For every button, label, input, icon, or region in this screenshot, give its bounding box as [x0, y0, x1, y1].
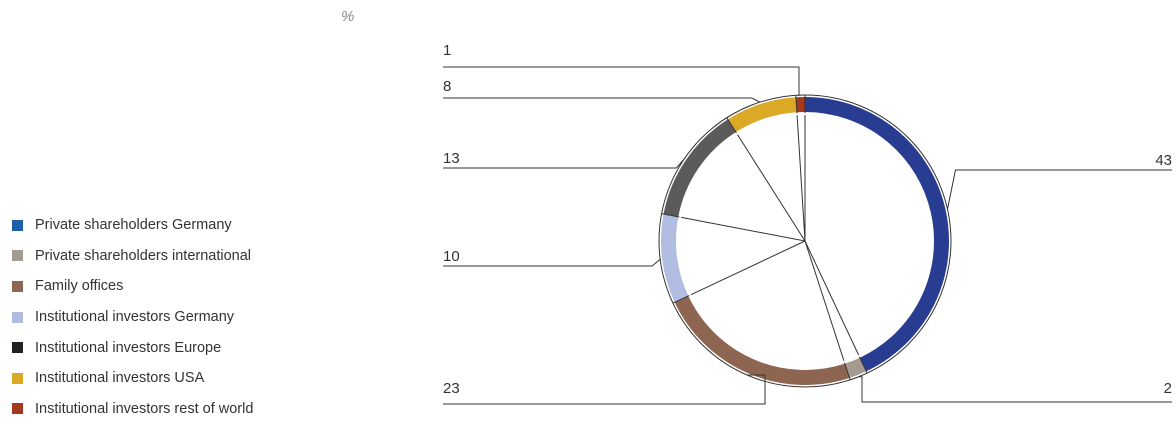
leader-line: [443, 158, 685, 169]
leader-line: [443, 374, 766, 405]
legend-label: Institutional investors rest of world: [35, 400, 254, 417]
legend-swatch: [12, 311, 23, 323]
legend-swatch: [12, 219, 23, 231]
donut-slice: [661, 214, 689, 303]
legend-item: Institutional investors Europe: [12, 332, 253, 363]
legend-swatch: [12, 403, 23, 415]
legend-item: Institutional investors Germany: [12, 302, 253, 333]
legend-swatch: [12, 372, 23, 384]
donut-slice: [674, 295, 850, 385]
slice-separator: [804, 240, 851, 381]
legend-label: Institutional investors Germany: [35, 309, 235, 326]
legend-swatch: [12, 280, 23, 292]
legend-label: Private shareholders international: [35, 247, 252, 264]
leader-line: [443, 97, 761, 103]
legend-item: Private shareholders Germany: [12, 210, 253, 241]
legend-item: Institutional investors USA: [12, 363, 253, 394]
data-label: 23: [443, 380, 460, 397]
legend-item: Private shareholders international: [12, 241, 253, 272]
slice-separator: [672, 240, 806, 304]
legend-swatch: [12, 342, 23, 354]
legend-label: Institutional investors USA: [35, 370, 205, 387]
slice-separator: [726, 117, 806, 242]
slice-separator: [795, 95, 806, 242]
donut-slice: [663, 119, 737, 217]
legend-item: Family offices: [12, 271, 253, 302]
data-label: 2: [1164, 380, 1172, 397]
slice-separator: [804, 240, 868, 374]
donut-slice: [804, 97, 949, 372]
leader-line: [858, 376, 1172, 403]
data-label: 8: [443, 78, 451, 95]
data-label: 43: [1155, 152, 1172, 169]
data-label: 13: [443, 150, 460, 167]
legend-label: Institutional investors Europe: [35, 339, 222, 356]
leader-line: [443, 258, 661, 267]
data-label: 10: [443, 248, 460, 265]
legend-label: Family offices: [35, 278, 124, 295]
legend-swatch: [12, 250, 23, 262]
leader-line: [443, 66, 801, 96]
legend: Private shareholders Germany Private shar…: [12, 210, 253, 424]
slice-separator: [661, 213, 806, 242]
legend-label: Private shareholders Germany: [35, 217, 232, 234]
data-label: 1: [443, 42, 451, 59]
donut-slice: [727, 97, 798, 133]
donut-inner-edge: [677, 113, 933, 369]
donut-slice: [844, 357, 867, 378]
unit-label: %: [341, 8, 355, 25]
leader-line: [946, 169, 1172, 210]
legend-item: Institutional investors rest of world: [12, 394, 253, 425]
